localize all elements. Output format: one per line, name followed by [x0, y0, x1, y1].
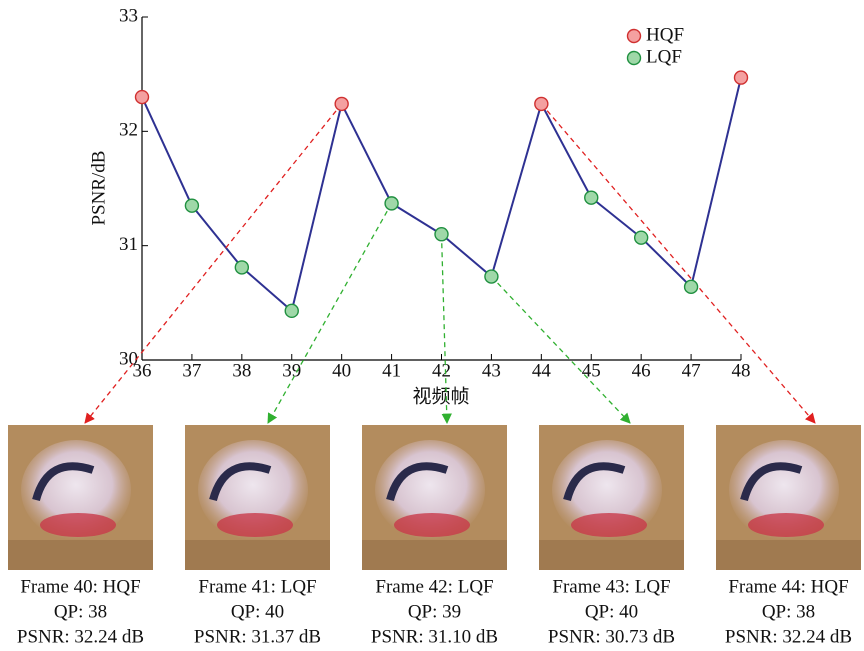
x-tick-label: 39: [282, 360, 301, 381]
caption: Frame 43: LQF: [552, 576, 670, 597]
thumbnail: [185, 425, 330, 570]
marker: [136, 91, 149, 104]
thumb-floor: [716, 540, 861, 570]
thumb-floor: [539, 540, 684, 570]
line-segment: [342, 104, 392, 203]
thumb-red: [571, 513, 647, 537]
caption: PSNR: 31.37 dB: [194, 626, 321, 647]
thumbnail: [362, 425, 507, 570]
thumb-red: [217, 513, 293, 537]
x-tick-label: 41: [382, 360, 401, 381]
x-tick-label: 42: [432, 360, 451, 381]
legend-marker: [628, 30, 641, 43]
line-segment: [442, 234, 492, 276]
marker: [585, 191, 598, 204]
caption: Frame 40: HQF: [20, 576, 140, 597]
line-segment: [541, 104, 591, 198]
caption: PSNR: 32.24 dB: [17, 626, 144, 647]
thumbnail: [539, 425, 684, 570]
x-tick-label: 36: [133, 360, 152, 381]
caption: PSNR: 32.24 dB: [725, 626, 852, 647]
marker: [535, 97, 548, 110]
line-segment: [691, 78, 741, 287]
marker: [735, 71, 748, 84]
caption: PSNR: 30.73 dB: [548, 626, 675, 647]
caption: Frame 41: LQF: [198, 576, 316, 597]
caption: Frame 42: LQF: [375, 576, 493, 597]
x-tick-label: 37: [182, 360, 201, 381]
connector: [491, 277, 630, 423]
legend-label: LQF: [646, 46, 682, 67]
line-segment: [242, 267, 292, 310]
line-segment: [641, 238, 691, 287]
x-axis-label: 视频帧: [412, 385, 469, 407]
caption: Frame 44: HQF: [728, 576, 848, 597]
caption: PSNR: 31.10 dB: [371, 626, 498, 647]
y-tick-label: 31: [119, 234, 138, 255]
marker: [385, 197, 398, 210]
x-tick-label: 38: [232, 360, 251, 381]
thumb-floor: [185, 540, 330, 570]
x-tick-label: 45: [582, 360, 601, 381]
caption: QP: 38: [762, 601, 815, 622]
thumbnail: [716, 425, 861, 570]
figure: PSNR/dB 视频帧 3031323336373839404142434445…: [0, 0, 864, 651]
caption: QP: 40: [585, 601, 638, 622]
legend-marker: [628, 52, 641, 65]
y-axis-label: PSNR/dB: [88, 151, 109, 226]
marker: [685, 280, 698, 293]
x-tick-label: 46: [632, 360, 651, 381]
line-segment: [142, 97, 192, 206]
thumbnail: [8, 425, 153, 570]
line-segment: [392, 203, 442, 234]
thumb-floor: [362, 540, 507, 570]
marker: [485, 270, 498, 283]
x-tick-label: 48: [732, 360, 751, 381]
marker: [185, 199, 198, 212]
marker: [335, 97, 348, 110]
marker: [435, 228, 448, 241]
y-tick-label: 33: [119, 5, 138, 26]
y-tick-label: 32: [119, 120, 138, 141]
legend-label: HQF: [646, 24, 684, 45]
marker: [285, 304, 298, 317]
thumb-floor: [8, 540, 153, 570]
marker: [635, 231, 648, 244]
line-segment: [591, 198, 641, 238]
x-tick-label: 40: [332, 360, 351, 381]
caption: QP: 40: [231, 601, 284, 622]
thumb-red: [40, 513, 116, 537]
marker: [235, 261, 248, 274]
caption: QP: 38: [54, 601, 107, 622]
caption: QP: 39: [408, 601, 461, 622]
thumb-red: [748, 513, 824, 537]
thumbnails: [8, 425, 861, 570]
x-tick-label: 47: [682, 360, 701, 381]
x-tick-label: 43: [482, 360, 501, 381]
x-tick-label: 44: [532, 360, 552, 381]
line-segment: [491, 104, 541, 277]
thumb-red: [394, 513, 470, 537]
